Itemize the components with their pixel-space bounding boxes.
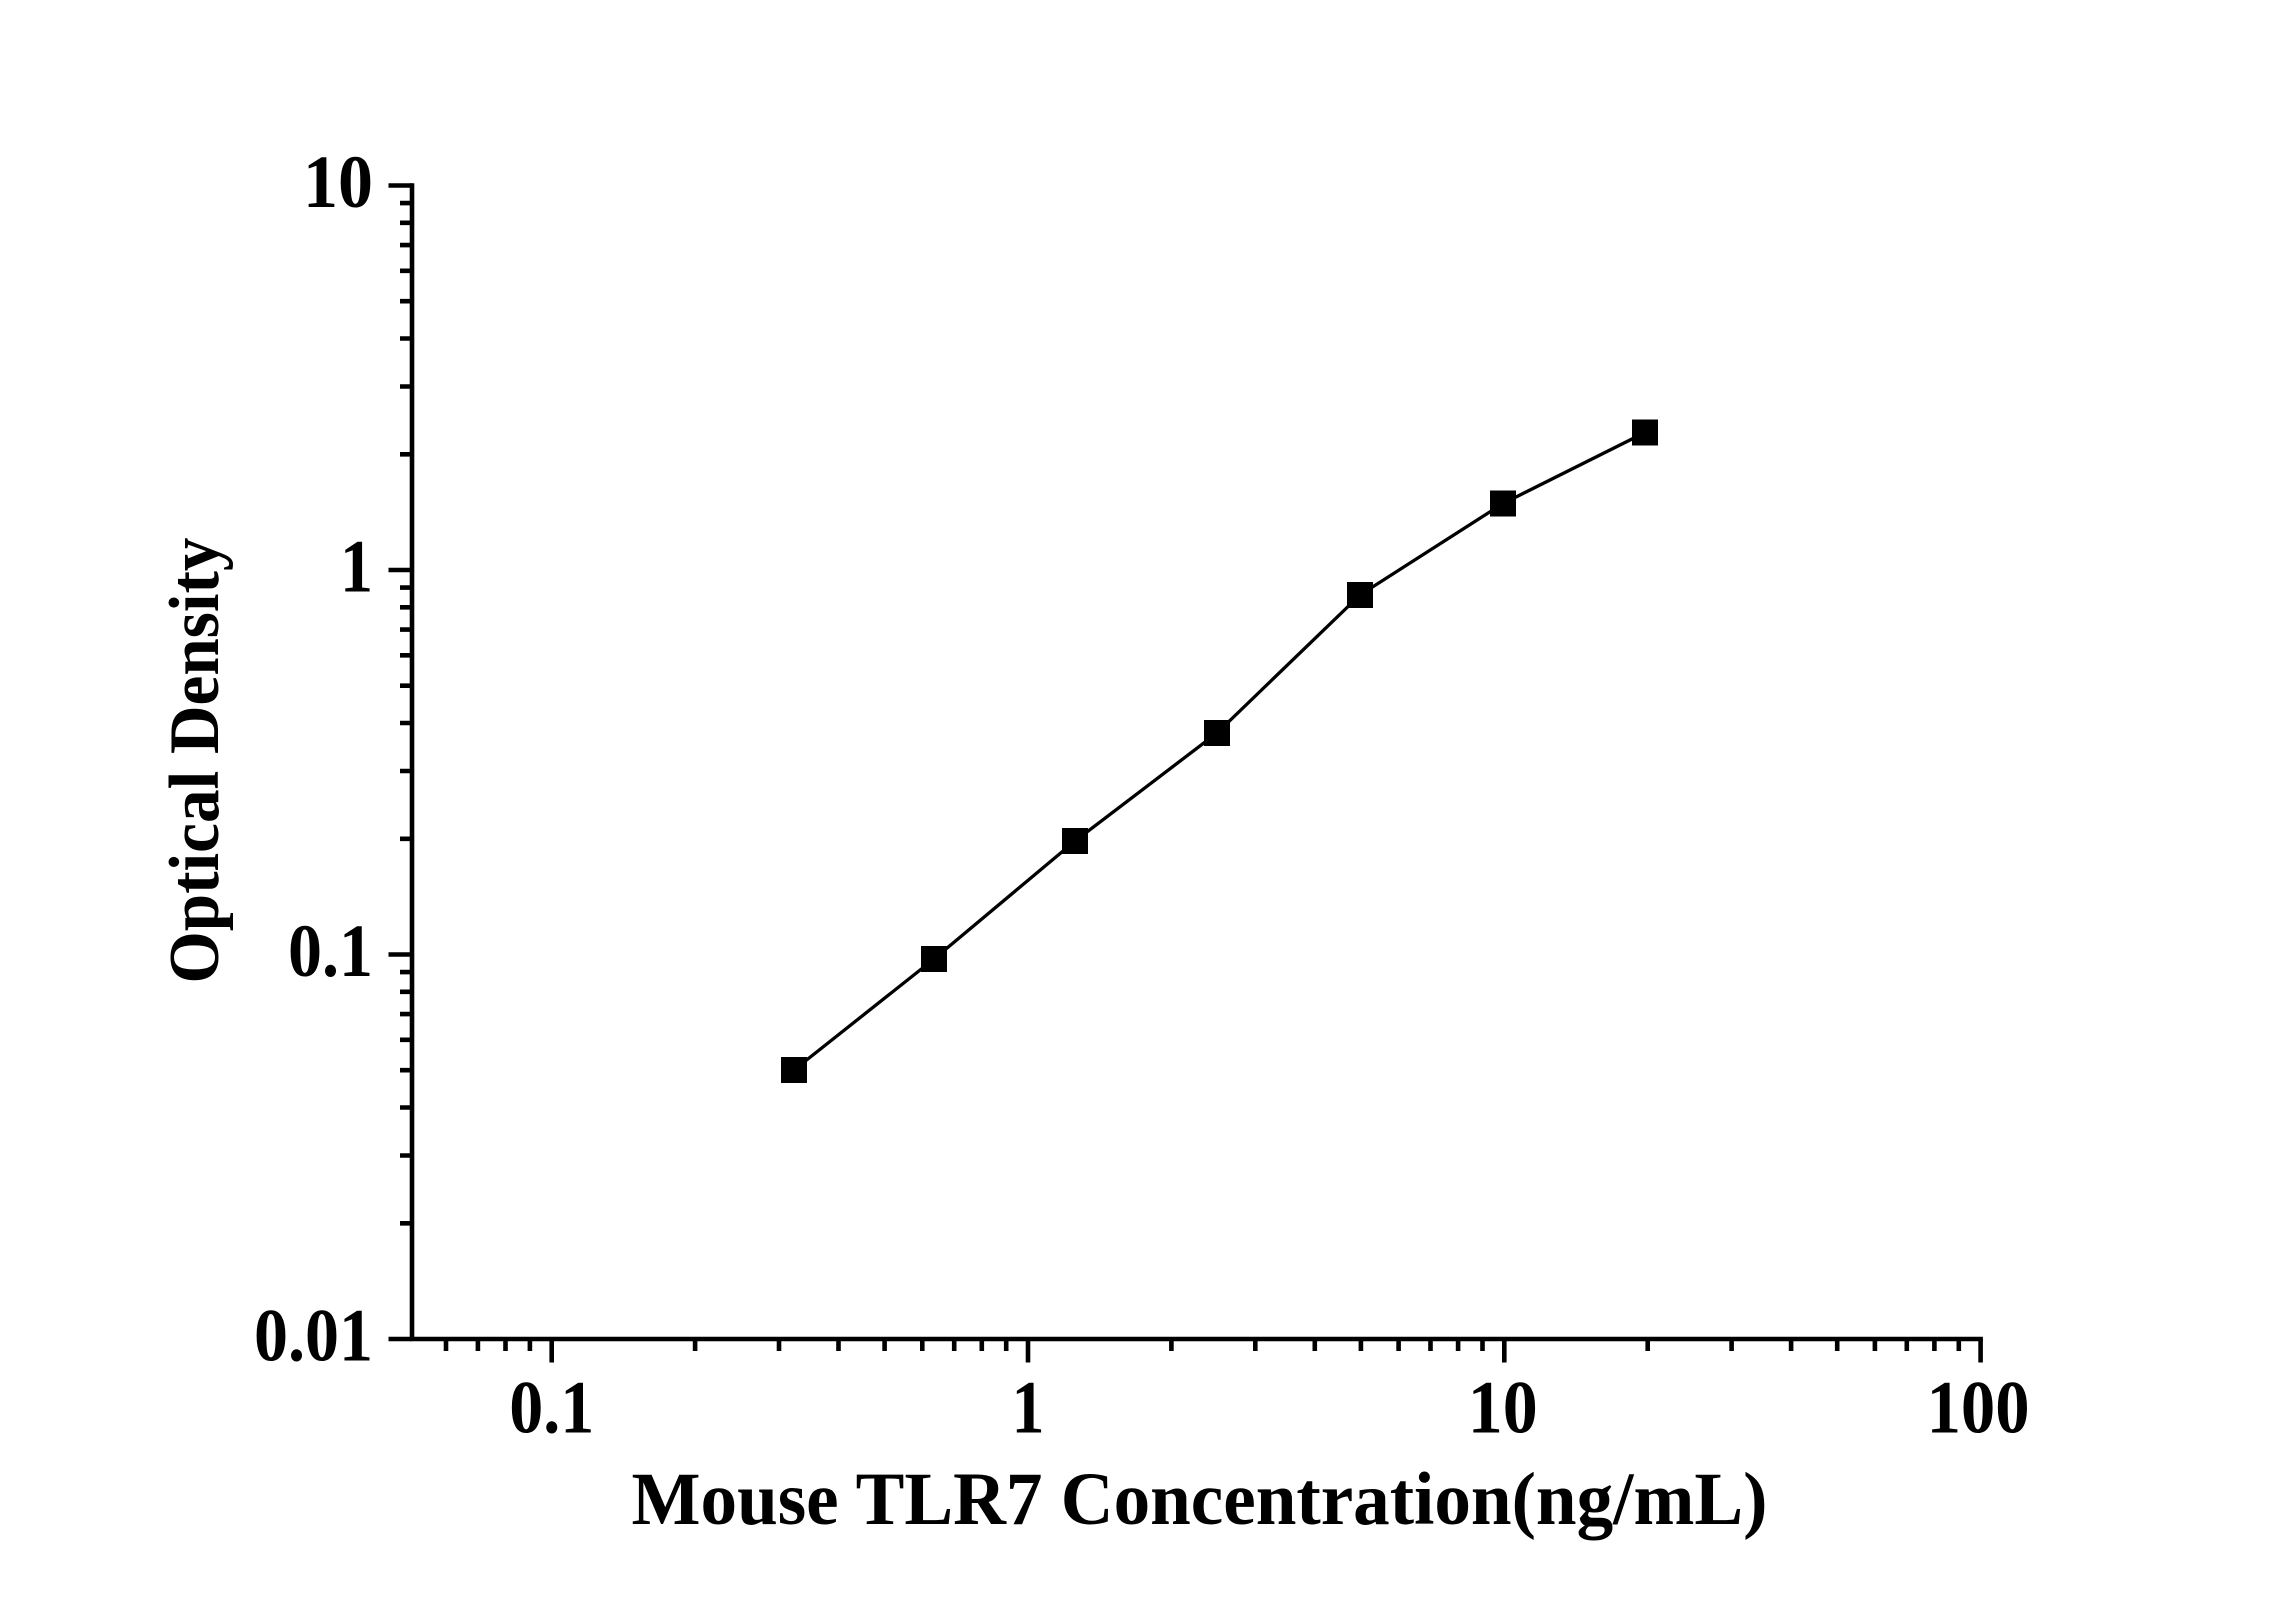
- svg-text:0.01: 0.01: [254, 1295, 373, 1378]
- svg-text:0.1: 0.1: [509, 1367, 594, 1450]
- svg-text:0.1: 0.1: [288, 910, 373, 993]
- svg-text:100: 100: [1927, 1367, 2030, 1450]
- svg-text:1: 1: [1012, 1367, 1045, 1450]
- svg-text:Optical Density: Optical Density: [156, 538, 234, 984]
- svg-text:Mouse TLR7 Concentration(ng/mL: Mouse TLR7 Concentration(ng/mL): [632, 1458, 1768, 1541]
- svg-text:10: 10: [303, 141, 373, 224]
- svg-text:10: 10: [1468, 1367, 1538, 1450]
- svg-text:1: 1: [340, 526, 373, 609]
